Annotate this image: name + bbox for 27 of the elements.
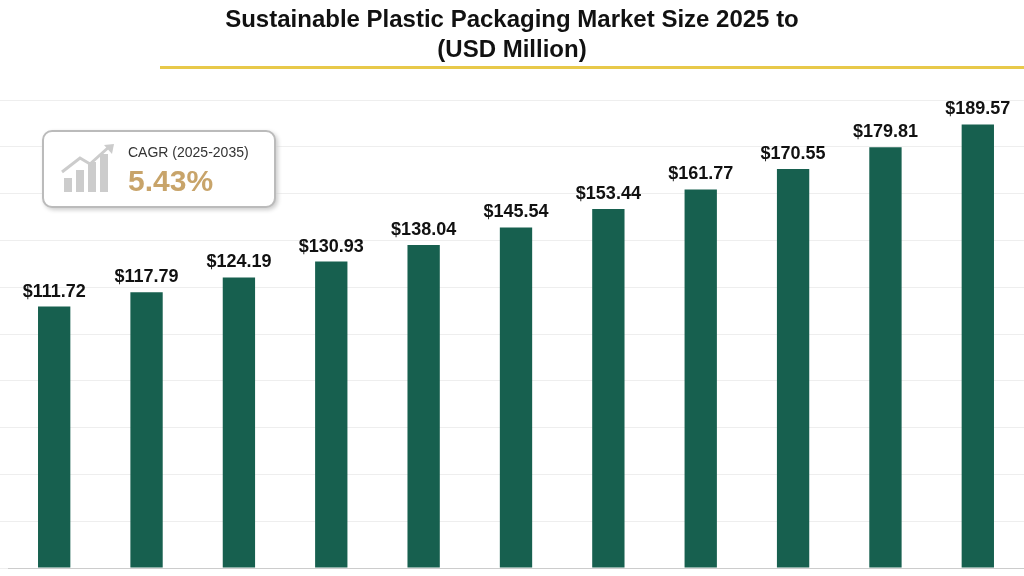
data-label: $161.77 <box>668 163 734 184</box>
bar <box>499 227 533 568</box>
bar <box>592 208 625 568</box>
data-label: $170.55 <box>760 142 826 163</box>
data-label: $111.72 <box>22 280 86 301</box>
bar <box>130 292 163 568</box>
data-label: $179.81 <box>852 121 918 142</box>
annotation: CAGR (2025-2035) <box>128 144 249 160</box>
bar <box>222 277 256 568</box>
bar <box>407 244 440 568</box>
annotation: 5.43% <box>128 164 214 198</box>
chart-title: Sustainable Plastic Packaging Market Size 2025 to <box>224 4 800 34</box>
bar <box>315 261 348 568</box>
data-label: $153.44 <box>575 182 641 203</box>
bar <box>961 124 994 568</box>
data-label: $189.57 <box>945 98 1011 119</box>
data-label: $124.19 <box>206 251 272 272</box>
bar <box>684 189 717 568</box>
data-label: $145.54 <box>483 201 549 222</box>
data-label: $138.04 <box>391 218 457 239</box>
bar <box>869 147 902 568</box>
info-card: CAGR (2025-2035) 5.43% <box>42 130 276 208</box>
data-label: $117.79 <box>114 266 179 287</box>
bar <box>776 168 810 568</box>
bar <box>38 306 71 568</box>
data-label: $130.93 <box>298 235 364 256</box>
chart-subtitle: (USD Million) <box>436 34 588 64</box>
